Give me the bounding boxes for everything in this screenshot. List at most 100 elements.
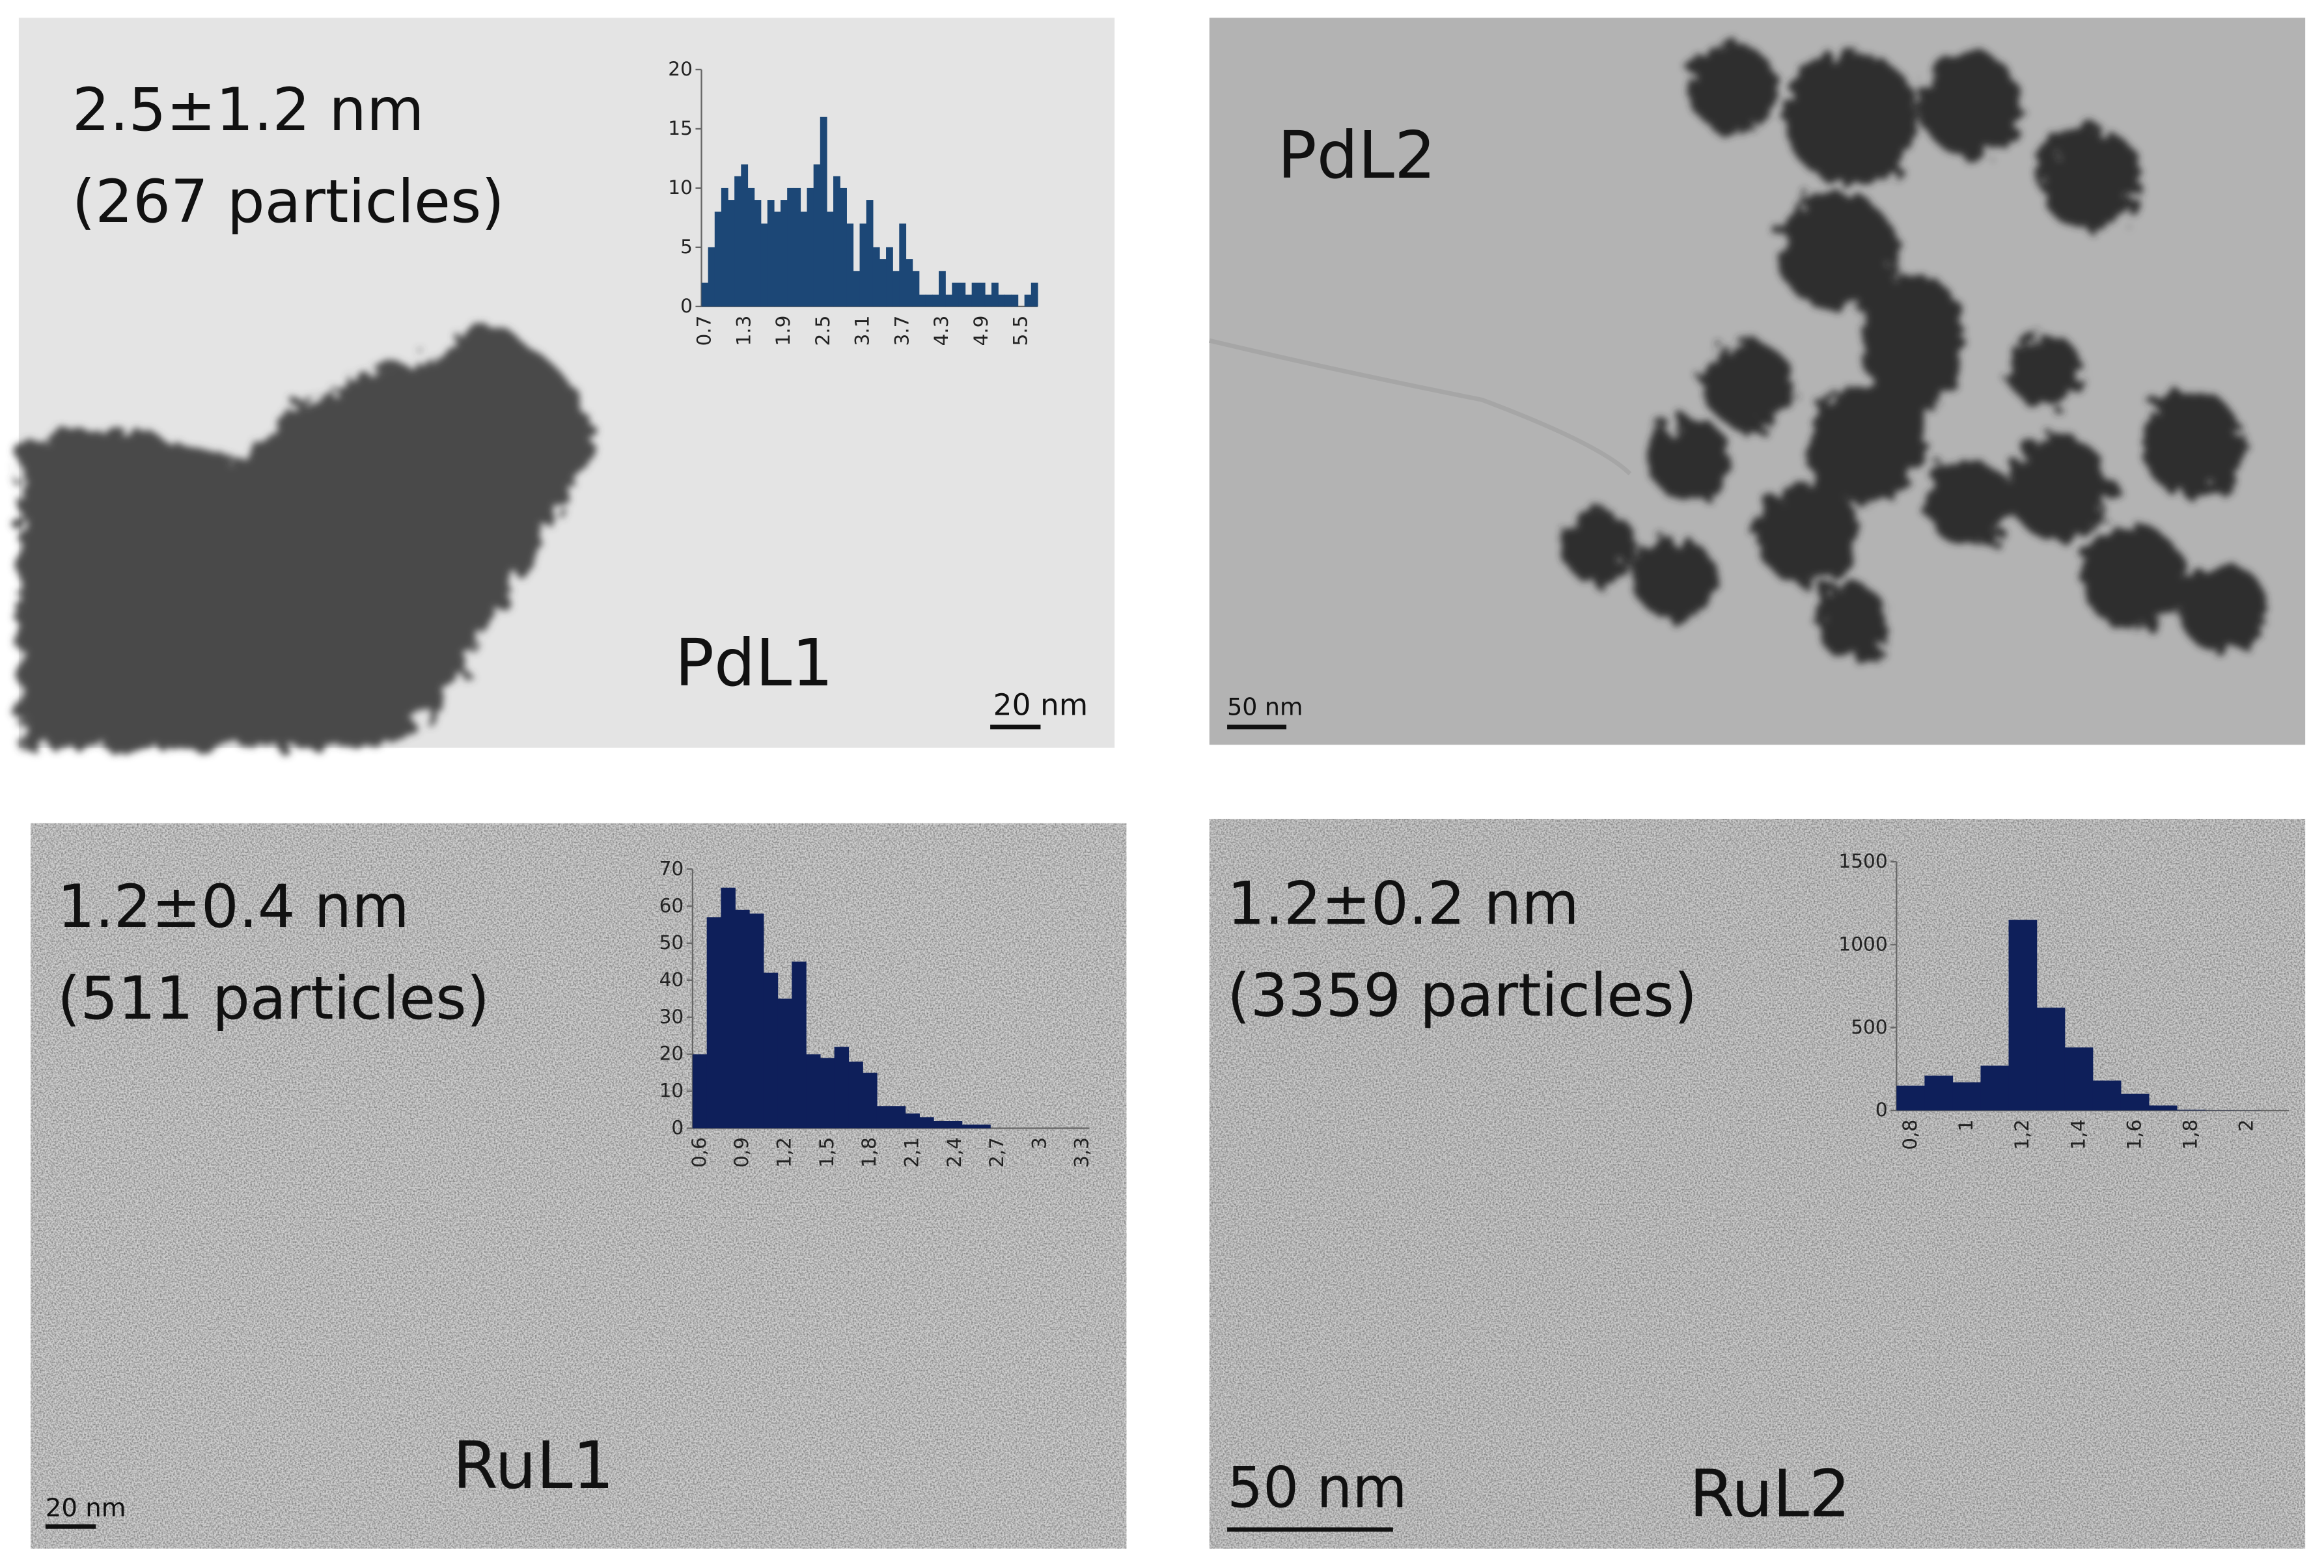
bar [773, 212, 781, 307]
bar [978, 282, 986, 307]
bar [840, 187, 847, 307]
x-tick-label: 3,3 [1071, 1137, 1093, 1168]
bar [971, 282, 979, 307]
bar [879, 259, 887, 307]
bar [899, 223, 907, 307]
size-stats: (3359 particles) [1227, 962, 1697, 1030]
bar [965, 294, 973, 307]
x-tick-label: 1,8 [858, 1137, 880, 1168]
bar [2008, 920, 2038, 1111]
particle-aggregate [1563, 44, 2267, 659]
bar [826, 212, 834, 307]
bar [872, 247, 880, 307]
bar [763, 972, 779, 1129]
bar [919, 294, 926, 307]
bar [1024, 294, 1032, 307]
x-tick-label: 5.5 [1010, 316, 1032, 346]
x-tick-label: 1,2 [773, 1137, 795, 1168]
bar [998, 294, 1005, 307]
bar [2092, 1080, 2122, 1111]
bar [1896, 1085, 1926, 1111]
bar [706, 917, 722, 1129]
x-tick-label: 2,1 [900, 1137, 922, 1168]
bar [728, 200, 735, 307]
x-tick-label: 1,5 [816, 1137, 838, 1168]
bar [925, 294, 933, 307]
x-tick-label: 1,8 [2179, 1120, 2202, 1150]
bar [892, 271, 900, 307]
bar [735, 909, 750, 1129]
bar [984, 294, 992, 307]
y-tick-label: 70 [659, 857, 684, 879]
bar [781, 200, 788, 307]
y-tick-label: 10 [659, 1080, 684, 1102]
bar [886, 247, 893, 307]
x-tick-label: 2.5 [812, 316, 834, 346]
y-tick-label: 0 [1875, 1099, 1888, 1121]
x-tick-label: 3 [1028, 1137, 1050, 1149]
bar [834, 1047, 850, 1129]
size-stats: 1.2±0.2 nm [1227, 870, 1579, 938]
bar [1980, 1066, 2010, 1111]
x-tick-label: 0,9 [730, 1137, 753, 1168]
bar [846, 223, 854, 307]
bar [2064, 1047, 2094, 1111]
bar [714, 212, 722, 307]
x-tick-label: 2,7 [986, 1137, 1008, 1168]
bar [820, 1058, 835, 1129]
x-tick-label: 3.1 [851, 316, 874, 346]
bar [701, 282, 709, 307]
bar [820, 117, 827, 307]
bar [945, 294, 952, 307]
bar [813, 164, 821, 307]
y-tick-label: 20 [668, 58, 693, 80]
bar [721, 187, 728, 307]
size-stats: (267 particles) [72, 168, 505, 236]
bar [976, 1124, 991, 1129]
bar [721, 887, 736, 1129]
bar [749, 913, 764, 1129]
bar [2036, 1008, 2066, 1111]
x-tick-label: 1.9 [772, 316, 794, 346]
bar [905, 1113, 920, 1129]
x-tick-label: 2,4 [943, 1137, 965, 1168]
y-tick-label: 1000 [1838, 933, 1887, 955]
particle-aggregate [18, 321, 594, 748]
y-tick-label: 60 [659, 894, 684, 916]
y-tick-label: 1500 [1838, 850, 1887, 872]
x-tick-label: 1,4 [2067, 1120, 2089, 1150]
x-tick-label: 1.3 [732, 316, 754, 346]
bar [853, 271, 861, 307]
size-stats: (511 particles) [57, 965, 490, 1033]
bar [794, 187, 801, 307]
bar [991, 282, 999, 307]
bar [876, 1106, 892, 1129]
bar [1952, 1082, 1982, 1111]
size-stats: 1.2±0.4 nm [57, 873, 409, 941]
bar [912, 271, 920, 307]
bar [1004, 294, 1012, 307]
bar [800, 212, 808, 307]
bar [848, 1062, 863, 1129]
y-tick-label: 40 [659, 969, 684, 991]
y-tick-label: 30 [659, 1006, 684, 1028]
bar [754, 200, 762, 307]
y-tick-label: 0 [680, 295, 693, 317]
bar [919, 1117, 934, 1129]
bar [1031, 282, 1038, 307]
y-tick-label: 5 [680, 236, 693, 258]
x-tick-label: 0.7 [693, 316, 715, 346]
bar [906, 259, 913, 307]
bar [692, 1054, 708, 1129]
x-tick-label: 2 [2235, 1120, 2258, 1132]
bar [1011, 294, 1019, 307]
bar [947, 1121, 963, 1129]
x-tick-label: 1 [1955, 1120, 1977, 1132]
bar [806, 1054, 821, 1129]
bar [747, 187, 755, 307]
sample-label: RuL2 [1689, 1455, 1851, 1532]
bar [734, 176, 741, 307]
bar [859, 223, 867, 307]
sample-label: RuL1 [452, 1427, 614, 1504]
bar [952, 282, 960, 307]
